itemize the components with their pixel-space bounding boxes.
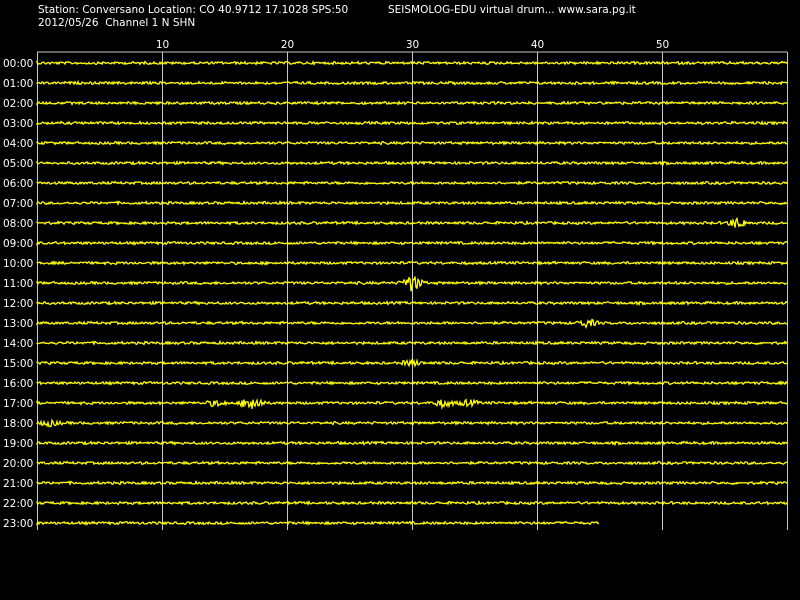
row-time-label: 08:00	[3, 218, 33, 230]
row-time-label: 10:00	[3, 258, 33, 270]
row-time-label: 23:00	[3, 518, 33, 530]
trace-line	[36, 520, 600, 526]
trace-line	[36, 339, 788, 346]
row-time-label: 03:00	[3, 118, 33, 130]
row-time-label: 15:00	[3, 358, 33, 370]
row-time-label: 17:00	[3, 398, 33, 410]
trace-line	[36, 499, 788, 506]
row-time-label: 09:00	[3, 238, 33, 250]
trace-line	[36, 140, 788, 147]
trace-line	[36, 180, 788, 186]
trace-line	[36, 120, 788, 126]
row-time-label: 05:00	[3, 158, 33, 170]
row-time-label: 20:00	[3, 458, 33, 470]
row-time-label: 00:00	[3, 58, 33, 70]
trace-line	[36, 276, 788, 292]
row-time-label: 02:00	[3, 98, 33, 110]
row-time-label: 06:00	[3, 178, 33, 190]
date-channel-text: 2012/05/26 Channel 1 N SHN	[38, 17, 196, 29]
trace-line	[36, 216, 788, 228]
trace-line	[36, 160, 788, 167]
row-time-label: 22:00	[3, 498, 33, 510]
station-info-text: Station: Conversano Location: CO 40.9712…	[38, 4, 349, 16]
row-time-label: 21:00	[3, 478, 33, 490]
trace-line	[36, 460, 788, 466]
trace-line	[36, 479, 788, 486]
row-time-label: 13:00	[3, 318, 33, 330]
trace-line	[36, 398, 788, 410]
x-tick-label: 50	[656, 39, 669, 51]
trace-line	[36, 259, 788, 266]
trace-line	[36, 79, 788, 86]
trace-line	[36, 440, 788, 447]
row-time-label: 04:00	[3, 138, 33, 150]
trace-line	[36, 300, 788, 307]
trace-line	[36, 358, 788, 368]
brand-text: SEISMOLOG-EDU virtual drum... www.sara.p…	[388, 4, 636, 16]
row-time-label: 12:00	[3, 298, 33, 310]
row-time-label: 01:00	[3, 78, 33, 90]
trace-line	[36, 379, 788, 386]
trace-line	[36, 100, 788, 106]
trace-line	[36, 59, 788, 67]
row-time-label: 14:00	[3, 338, 33, 350]
row-time-label: 07:00	[3, 198, 33, 210]
x-tick-label: 30	[406, 39, 419, 51]
row-time-label: 18:00	[3, 418, 33, 430]
row-time-label: 11:00	[3, 278, 33, 290]
trace-line	[36, 318, 788, 329]
x-tick-label: 40	[531, 39, 544, 51]
row-time-label: 19:00	[3, 438, 33, 450]
trace-line	[36, 240, 788, 247]
x-tick-label: 20	[281, 39, 294, 51]
x-tick-label: 10	[156, 39, 169, 51]
row-time-label: 16:00	[3, 378, 33, 390]
trace-line	[36, 199, 788, 206]
trace-line	[36, 418, 788, 428]
